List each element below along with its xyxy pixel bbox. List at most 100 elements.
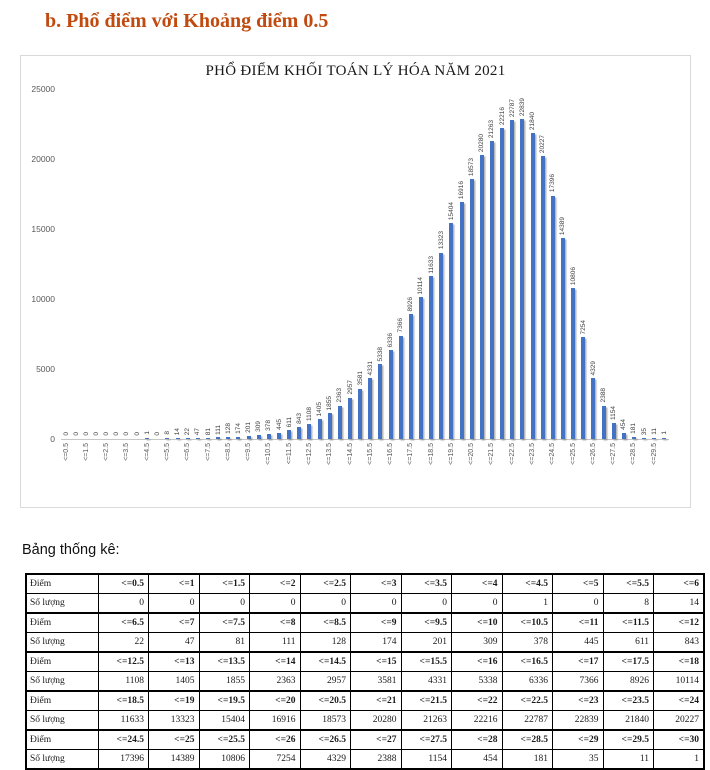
- x-tick-label: <=24.5: [549, 443, 557, 465]
- bar: [571, 287, 576, 439]
- bar-value-label: 20280: [478, 134, 486, 153]
- bar-value-label: 111: [214, 424, 222, 435]
- x-tick-label: <=4.5: [143, 443, 151, 461]
- value-cell: <=19: [148, 690, 200, 711]
- bar-slot: 0: [132, 89, 142, 439]
- value-cell: 18573: [299, 710, 351, 731]
- bar: [621, 432, 626, 439]
- table-row: Số lượng 0 0 0 0 0 0 0 0 1 0 8 14: [25, 593, 705, 614]
- bar-value-label: 454: [620, 418, 628, 430]
- x-tick-label: <=10.5: [265, 443, 273, 465]
- bar: [307, 423, 312, 439]
- value-cell: 22787: [501, 710, 553, 731]
- value-cell: <=21.5: [400, 690, 452, 711]
- value-cell: <=22.5: [501, 690, 553, 711]
- value-cell: <=6.5: [97, 612, 149, 633]
- bar-slot: 454: [619, 89, 629, 439]
- bar-slot: 843: [294, 89, 304, 439]
- bar-slot: 17396: [548, 89, 558, 439]
- bar-value-label: 843: [295, 413, 303, 425]
- x-tick-label: <=27.5: [610, 443, 618, 465]
- value-cell: <=2.5: [299, 573, 351, 594]
- bar-slot: 11: [649, 89, 659, 439]
- value-cell: <=29: [552, 729, 604, 750]
- stats-table: Điểm <=0.5 <=1 <=1.5 <=2 <=2.5 <=3 <=3.5 <=4 <=4.…: [25, 573, 705, 770]
- bar-slot: 378: [264, 89, 274, 439]
- value-cell: <=11: [552, 612, 604, 633]
- bar-value-label: 309: [255, 420, 263, 432]
- x-tick-label: <=14.5: [346, 443, 354, 465]
- bar-value-label: 22216: [498, 106, 506, 125]
- y-tick-label: 5000: [36, 364, 55, 374]
- bar-slot: 1: [659, 89, 669, 439]
- bar: [185, 438, 190, 439]
- bar-slot: 1108: [304, 89, 314, 439]
- bar-slot: 8926: [406, 89, 416, 439]
- x-tick-label: <=21.5: [488, 443, 496, 465]
- value-cell: <=3.5: [400, 573, 452, 594]
- value-cell: <=14.5: [299, 651, 351, 672]
- value-cell: <=25: [148, 729, 200, 750]
- bar: [662, 438, 667, 439]
- bar-slot: 2363: [335, 89, 345, 439]
- value-cell: 22: [97, 632, 149, 653]
- x-tick-slot: [71, 440, 81, 492]
- bar-value-label: 2957: [346, 380, 354, 395]
- bar-slot: 174: [233, 89, 243, 439]
- stats-table-caption: Bảng thống kê:: [22, 542, 120, 558]
- x-tick-label: <=20.5: [468, 443, 476, 465]
- value-cell: 4329: [299, 749, 351, 770]
- value-cell: <=26.5: [299, 729, 351, 750]
- value-cell: <=7.5: [198, 612, 250, 633]
- x-tick-slot: [294, 440, 304, 492]
- table-row: Số lượng 17396 14389 10806 7254 4329 2388 1154 4…: [25, 749, 705, 770]
- value-cell: <=25.5: [198, 729, 250, 750]
- bar-value-label: 14: [174, 427, 182, 435]
- bar-value-label: 8926: [407, 296, 415, 311]
- x-tick-slot: [91, 440, 101, 492]
- x-tick-slot: <=4.5: [142, 440, 152, 492]
- bar-value-label: 4329: [589, 360, 597, 376]
- x-tick-slot: <=10.5: [264, 440, 274, 492]
- bar: [408, 314, 413, 439]
- x-tick-slot: <=24.5: [548, 440, 558, 492]
- bar-slot: 0: [112, 89, 122, 439]
- bar: [642, 438, 647, 439]
- bar-slot: 16916: [456, 89, 466, 439]
- x-tick-label: <=17.5: [407, 443, 415, 465]
- bar: [297, 427, 302, 439]
- value-cell: <=8.5: [299, 612, 351, 633]
- value-cell: <=23.5: [602, 690, 654, 711]
- value-cell: <=30: [653, 729, 705, 750]
- bar-value-label: 0: [92, 432, 100, 436]
- x-tick-slot: <=20.5: [467, 440, 477, 492]
- value-cell: <=4.5: [501, 573, 553, 594]
- bar-slot: 1154: [609, 89, 619, 439]
- bar: [631, 436, 636, 439]
- value-cell: 5338: [451, 671, 503, 692]
- value-cell: 7254: [249, 749, 301, 770]
- table-row: Số lượng 1108 1405 1855 2363 2957 3581 4331 5338…: [25, 671, 705, 692]
- value-cell: 8926: [602, 671, 654, 692]
- x-tick-slot: [233, 440, 243, 492]
- y-tick-label: 25000: [31, 84, 55, 94]
- value-cell: 181: [501, 749, 553, 770]
- value-cell: 0: [198, 593, 250, 614]
- x-axis: <=0.5 <=1.5 <=2.5 <=3.5 <=4.5 <=5.5 <=6.5 <=7.5…: [61, 440, 669, 492]
- bar: [337, 405, 342, 439]
- bar-slot: 22216: [497, 89, 507, 439]
- value-cell: 843: [653, 632, 705, 653]
- x-tick-slot: <=22.5: [507, 440, 517, 492]
- table-row: Điểm <=18.5 <=19 <=19.5 <=20 <=20.5 <=21 <=21.5…: [25, 690, 705, 711]
- x-tick-slot: [152, 440, 162, 492]
- x-tick-slot: <=28.5: [629, 440, 639, 492]
- x-tick-label: <=6.5: [184, 443, 192, 461]
- bar-slot: 1405: [315, 89, 325, 439]
- bar: [266, 433, 271, 439]
- row-header-cell: Điểm: [25, 690, 99, 711]
- x-tick-slot: [456, 440, 466, 492]
- table-row: Điểm <=24.5 <=25 <=25.5 <=26 <=26.5 <=27 <=27.5…: [25, 729, 705, 750]
- bar: [439, 252, 444, 439]
- bar-value-label: 1855: [326, 395, 334, 410]
- value-cell: 22216: [451, 710, 503, 731]
